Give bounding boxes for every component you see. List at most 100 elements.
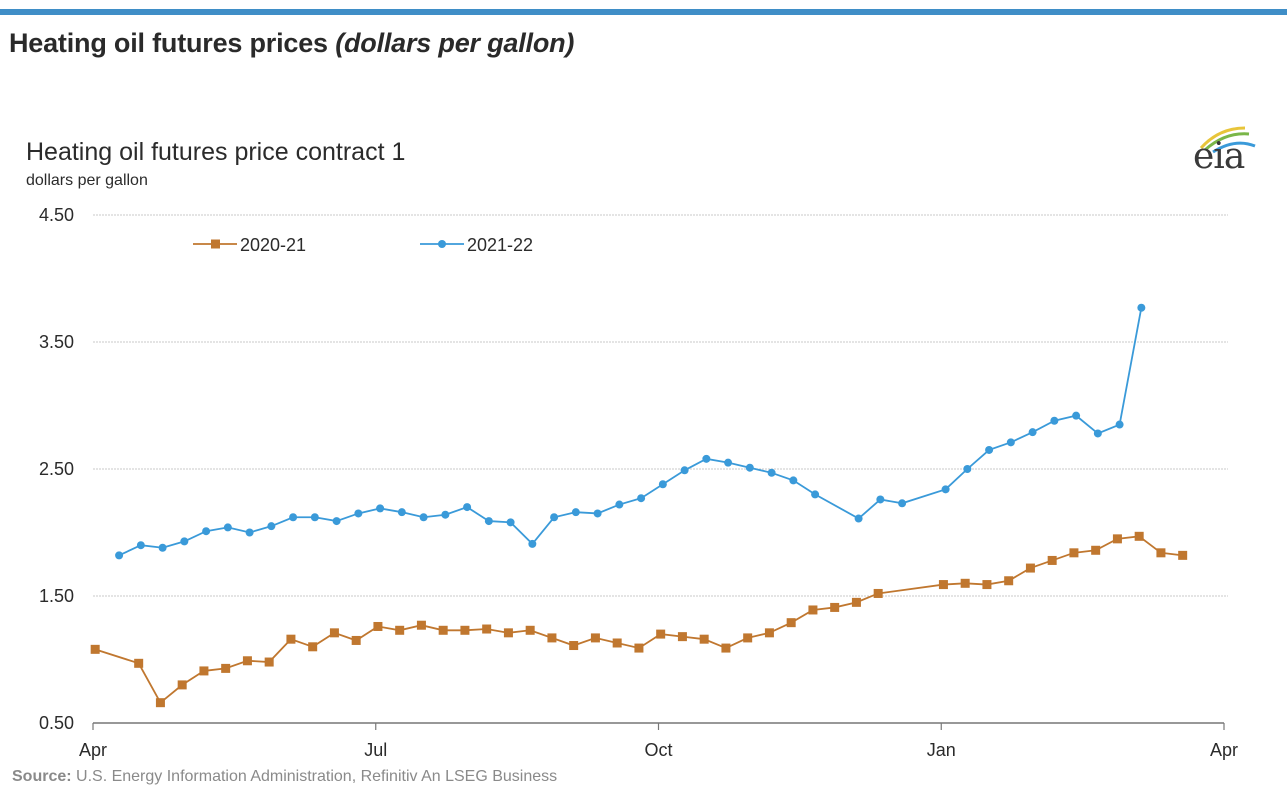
data-point (634, 643, 644, 653)
source-label: Source: (12, 768, 72, 785)
data-point (1069, 548, 1079, 558)
data-point (310, 513, 319, 522)
data-point (199, 666, 209, 676)
data-point (90, 644, 100, 654)
data-point (419, 513, 428, 522)
data-point (373, 621, 383, 631)
data-point (221, 663, 231, 673)
top-accent-rule (0, 9, 1287, 15)
data-point (438, 625, 448, 635)
x-axis: Apr Jul Oct Jan Apr (79, 722, 1238, 760)
legend-item: 2020-21 (193, 235, 306, 255)
data-point (811, 490, 820, 499)
data-point (808, 605, 818, 615)
data-point (1072, 411, 1081, 420)
data-point (876, 495, 885, 504)
y-tick-label: 0.50 (39, 713, 74, 733)
data-point (242, 656, 252, 666)
data-point (441, 510, 450, 519)
x-tick-label: Apr (79, 740, 107, 760)
data-point (136, 541, 145, 550)
series-group (90, 303, 1188, 708)
chart-subtitle: dollars per gallon (26, 172, 148, 189)
data-point (1156, 548, 1166, 558)
eia-logo-icon: eia (1185, 122, 1265, 182)
data-point (460, 625, 470, 635)
data-point (898, 499, 907, 508)
series-2021-22 (115, 303, 1146, 560)
data-point (245, 528, 254, 537)
data-point (702, 454, 711, 463)
data-point (506, 518, 515, 527)
data-point (767, 468, 776, 477)
data-point (397, 508, 406, 517)
data-point (1115, 420, 1124, 429)
data-point (1028, 428, 1037, 437)
legend-label: 2020-21 (240, 235, 306, 255)
data-point (724, 458, 733, 467)
data-point (677, 632, 687, 642)
series-line (94, 535, 1183, 705)
data-point (1137, 303, 1146, 312)
y-tick-label: 1.50 (39, 586, 74, 606)
data-point (658, 480, 667, 489)
data-point (743, 633, 753, 643)
data-point (590, 633, 600, 643)
data-point (1178, 550, 1188, 560)
data-point (528, 539, 537, 548)
data-point (177, 680, 187, 690)
data-point (1112, 534, 1122, 544)
data-point (1134, 531, 1144, 541)
x-tick-label: Apr (1210, 740, 1238, 760)
legend-item: 2021-22 (420, 235, 533, 255)
data-point (550, 513, 559, 522)
data-point (180, 537, 189, 546)
data-point (569, 641, 579, 651)
data-point (941, 485, 950, 494)
data-point (830, 602, 840, 612)
data-point (463, 503, 472, 512)
data-point (1093, 429, 1102, 438)
data-point (1004, 576, 1014, 586)
source-text: U.S. Energy Information Administration, … (71, 768, 558, 785)
data-point (851, 597, 861, 607)
data-point (1025, 563, 1035, 573)
data-point (593, 509, 602, 518)
data-point (416, 620, 426, 630)
data-point (938, 580, 948, 590)
data-point (202, 527, 211, 536)
x-tick-label: Oct (644, 740, 672, 760)
eia-logo-text: eia (1193, 136, 1245, 177)
gridlines (93, 214, 1228, 597)
data-point (115, 551, 124, 560)
data-point (329, 628, 339, 638)
data-point (1047, 555, 1057, 565)
data-point (786, 618, 796, 628)
chart-title: Heating oil futures price contract 1 (26, 138, 406, 166)
data-point (286, 634, 296, 644)
data-point (223, 523, 232, 532)
data-point (376, 504, 385, 513)
legend: 2020-21 2021-22 (193, 235, 533, 255)
data-point (571, 508, 580, 517)
data-point (308, 642, 318, 652)
data-point (982, 580, 992, 590)
data-point (873, 588, 883, 598)
page-title-text: Heating oil futures prices (9, 28, 328, 58)
legend-marker (438, 240, 446, 248)
data-point (789, 476, 798, 485)
data-point (158, 543, 167, 552)
x-tick-label: Jul (364, 740, 387, 760)
page-title-units: (dollars per gallon) (335, 28, 575, 58)
legend-marker (211, 239, 220, 249)
series-line (118, 307, 1143, 557)
data-point (612, 638, 622, 648)
data-point (615, 500, 624, 509)
data-point (656, 629, 666, 639)
data-point (680, 466, 689, 475)
y-tick-label: 3.50 (39, 332, 74, 352)
series-2020-21 (90, 531, 1188, 708)
data-point (854, 514, 863, 523)
data-point (155, 698, 165, 708)
data-point (264, 657, 274, 667)
